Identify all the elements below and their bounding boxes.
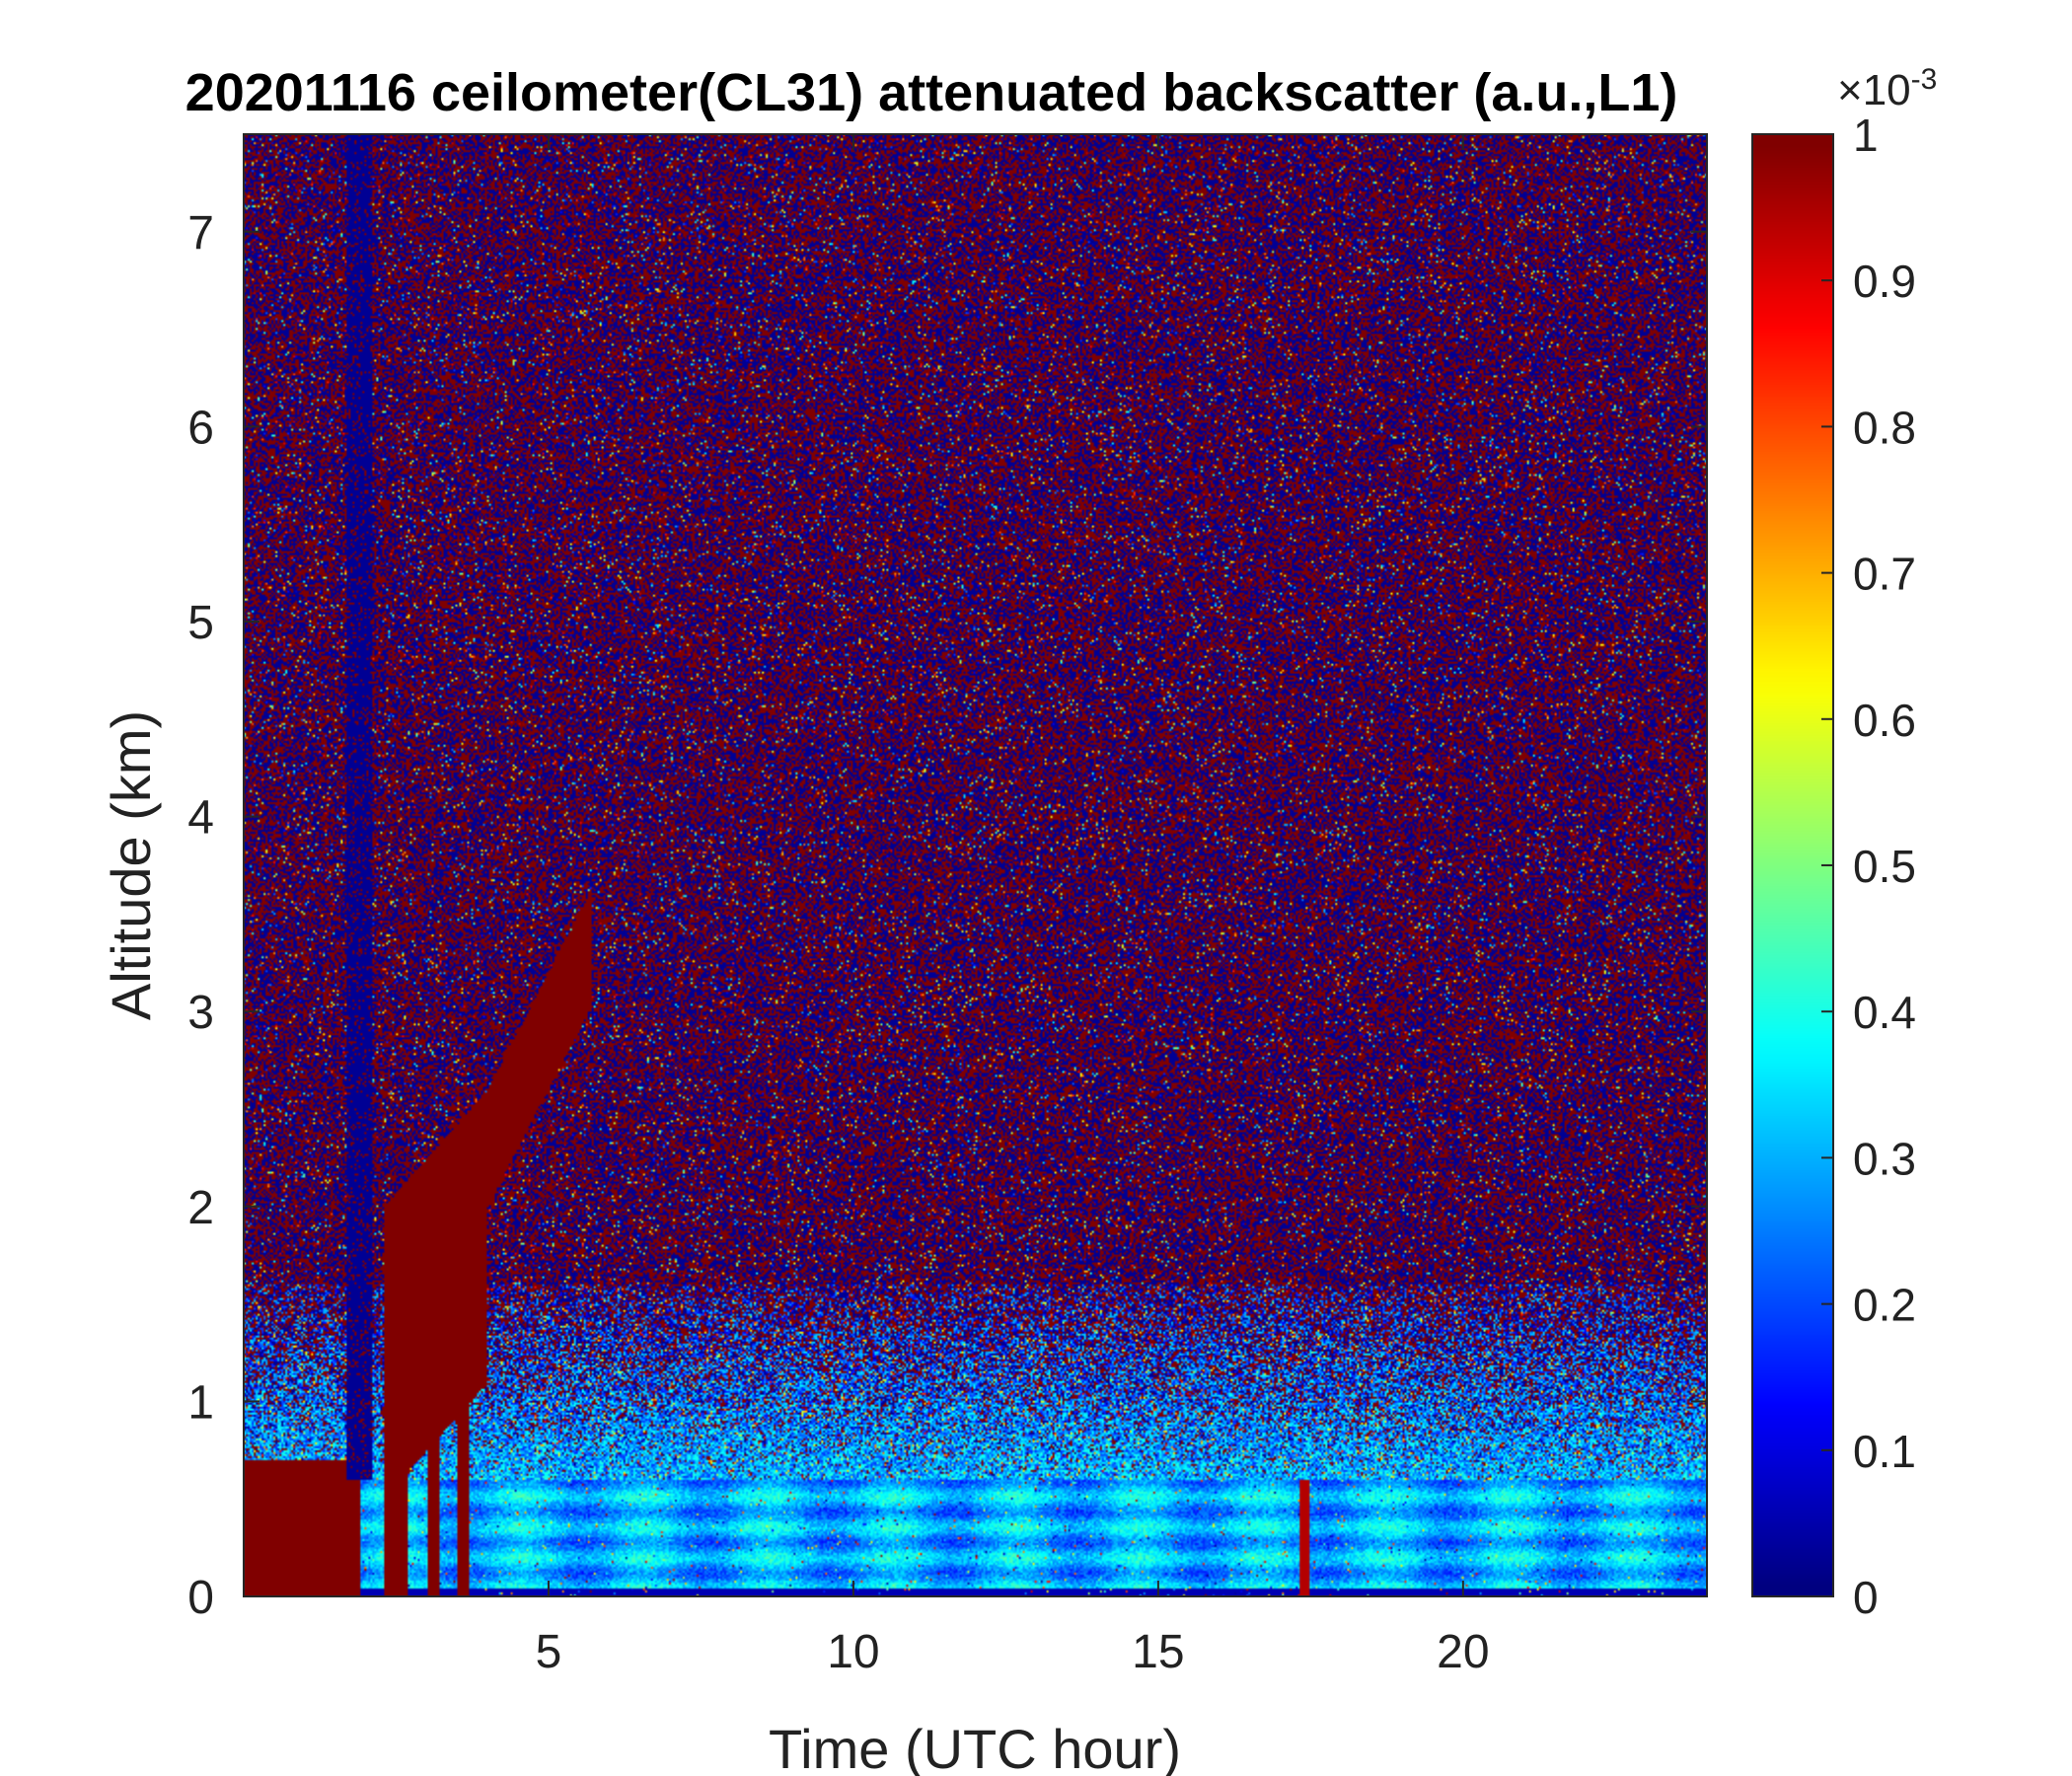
colorbar-tick-label: 0.9: [1853, 256, 1916, 307]
y-tick-label: 1: [187, 1376, 214, 1429]
plot-frame: [243, 133, 1708, 1597]
colorbar-tick-label: 0: [1853, 1572, 1879, 1623]
colorbar-exponent-label: ×10-3: [1837, 63, 1937, 115]
colorbar-exponent-power: -3: [1911, 63, 1938, 96]
y-tick-label: 6: [187, 402, 214, 454]
x-tick-label: 5: [536, 1626, 562, 1678]
y-tick-label: 0: [187, 1572, 214, 1624]
y-axis-ticks: 0 1 2 3 4 5 6 7: [187, 207, 1707, 1624]
colorbar-ticks: 0 0.1 0.2 0.3 0.4 0.5 0.6 0.7 0.8 0.9 1: [1821, 110, 1916, 1623]
x-axis-label: Time (UTC hour): [769, 1718, 1181, 1776]
colorbar-tick-label: 0.1: [1853, 1426, 1916, 1477]
chart-title: 20201116 ceilometer(CL31) attenuated bac…: [185, 63, 1678, 122]
x-tick-label: 20: [1437, 1626, 1489, 1678]
y-tick-label: 3: [187, 987, 214, 1039]
x-tick-label: 15: [1132, 1626, 1184, 1678]
y-tick-label: 7: [187, 207, 214, 259]
backscatter-heatmap: [244, 134, 1707, 1596]
colorbar-tick-label: 0.5: [1853, 841, 1916, 892]
colorbar-gradient: [1752, 134, 1833, 1596]
colorbar-tick-label: 0.2: [1853, 1280, 1916, 1331]
y-axis-label: Altitude (km): [100, 710, 162, 1020]
colorbar-tick-label: 1: [1853, 110, 1879, 161]
y-tick-label: 5: [187, 597, 214, 649]
colorbar-tick-label: 0.8: [1853, 402, 1916, 453]
colorbar-tick-label: 0.3: [1853, 1133, 1916, 1184]
colorbar-exponent-base: ×10: [1837, 66, 1911, 114]
colorbar-tick-label: 0.7: [1853, 549, 1916, 600]
colorbar-tick-label: 0.4: [1853, 987, 1916, 1038]
x-tick-label: 10: [827, 1626, 879, 1678]
heatmap-plot-area: [243, 133, 1708, 1597]
y-tick-label: 4: [187, 792, 214, 845]
colorbar-tick-label: 0.6: [1853, 695, 1916, 746]
x-axis-ticks: 5 10 15 20: [536, 134, 1490, 1678]
y-tick-label: 2: [187, 1182, 214, 1234]
colorbar: 0 0.1 0.2 0.3 0.4 0.5 0.6 0.7 0.8 0.9 1 ×10-3: [1751, 63, 1937, 1623]
